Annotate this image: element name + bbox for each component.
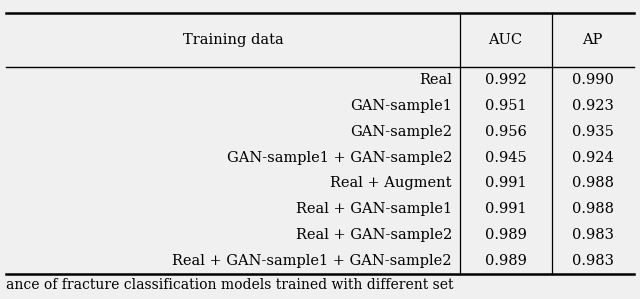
Text: GAN-sample2: GAN-sample2 bbox=[350, 125, 452, 139]
Text: Real + Augment: Real + Augment bbox=[330, 176, 452, 190]
Text: 0.988: 0.988 bbox=[572, 176, 614, 190]
Text: Training data: Training data bbox=[182, 33, 284, 47]
Text: Real + GAN-sample2: Real + GAN-sample2 bbox=[296, 228, 452, 242]
Text: 0.991: 0.991 bbox=[484, 176, 527, 190]
Text: 0.988: 0.988 bbox=[572, 202, 614, 216]
Text: 0.991: 0.991 bbox=[484, 202, 527, 216]
Text: 0.989: 0.989 bbox=[484, 254, 527, 268]
Text: 0.924: 0.924 bbox=[572, 150, 614, 164]
Text: 0.951: 0.951 bbox=[484, 99, 527, 113]
Text: AP: AP bbox=[582, 33, 603, 47]
Text: Real: Real bbox=[419, 73, 452, 87]
Text: 0.935: 0.935 bbox=[572, 125, 614, 139]
Text: 0.992: 0.992 bbox=[484, 73, 527, 87]
Text: 0.923: 0.923 bbox=[572, 99, 614, 113]
Text: ance of fracture classification models trained with different set: ance of fracture classification models t… bbox=[6, 278, 454, 292]
Text: 0.990: 0.990 bbox=[572, 73, 614, 87]
Text: 0.989: 0.989 bbox=[484, 228, 527, 242]
Text: GAN-sample1 + GAN-sample2: GAN-sample1 + GAN-sample2 bbox=[227, 150, 452, 164]
Text: Real + GAN-sample1 + GAN-sample2: Real + GAN-sample1 + GAN-sample2 bbox=[172, 254, 452, 268]
Text: AUC: AUC bbox=[488, 33, 523, 47]
Text: GAN-sample1: GAN-sample1 bbox=[350, 99, 452, 113]
Text: Real + GAN-sample1: Real + GAN-sample1 bbox=[296, 202, 452, 216]
Text: 0.983: 0.983 bbox=[572, 228, 614, 242]
Text: 0.983: 0.983 bbox=[572, 254, 614, 268]
Text: 0.945: 0.945 bbox=[484, 150, 527, 164]
Text: 0.956: 0.956 bbox=[484, 125, 527, 139]
